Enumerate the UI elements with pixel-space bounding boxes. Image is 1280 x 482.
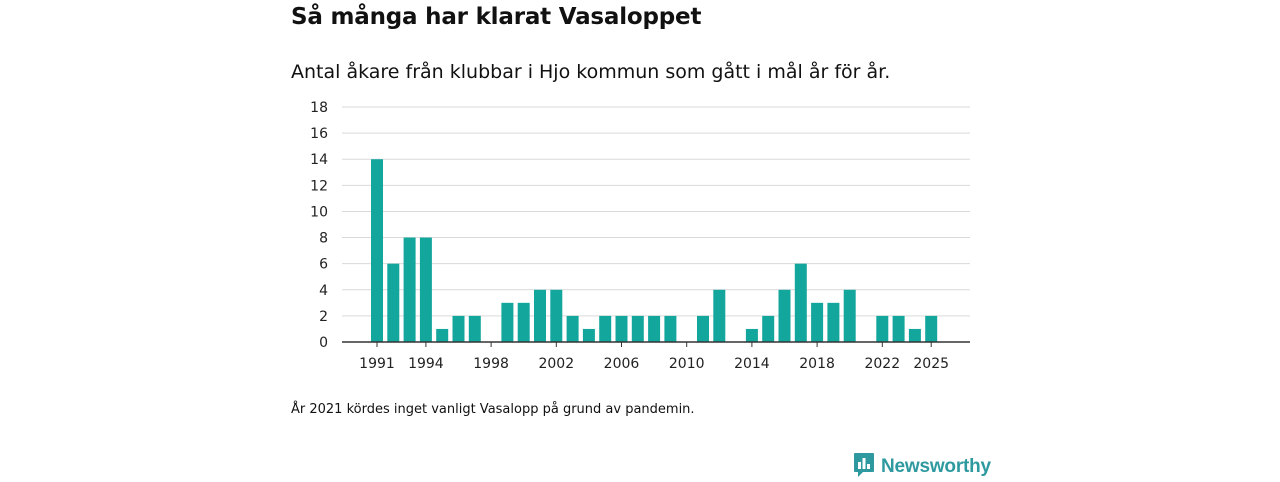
chart-title: Så många har klarat Vasaloppet: [291, 4, 702, 30]
x-tick-label: 2018: [799, 356, 835, 372]
y-tick-label: 0: [319, 335, 328, 351]
y-tick-label: 8: [319, 231, 328, 247]
bar-2025: [925, 315, 938, 342]
bar-2001: [534, 289, 546, 342]
x-tick-label: 2022: [864, 356, 900, 372]
bar-2002: [550, 289, 563, 342]
y-tick-label: 12: [310, 178, 328, 194]
bar-1996: [452, 315, 465, 342]
y-tick-label: 6: [319, 257, 328, 273]
x-tick-label: 2010: [669, 356, 705, 372]
bar-2020: [843, 289, 856, 342]
x-tick-label: 2006: [604, 356, 640, 372]
bar-2009: [664, 315, 677, 342]
bar-1991: [371, 159, 383, 342]
bar-1993: [403, 237, 416, 342]
brand-logo[interactable]: Newsworthy: [853, 452, 991, 482]
bar-2019: [827, 302, 840, 342]
bar-2012: [713, 289, 726, 342]
bar-chart: 0 2 4 6 8 10 12 14 16 18 1991 1994 1998 2002 2006 2010…: [310, 100, 970, 372]
bar-1992: [387, 263, 400, 342]
y-tick-label: 16: [310, 126, 328, 142]
bar-2004: [582, 328, 595, 342]
bar-2005: [599, 315, 612, 342]
bar-1994: [419, 237, 432, 342]
y-tick-label: 4: [319, 283, 328, 299]
bar-2006: [615, 315, 628, 342]
bar-2018: [811, 302, 824, 342]
x-tick-label: 2014: [734, 356, 770, 372]
bar-2024: [908, 328, 921, 342]
x-tick-label: 1998: [473, 356, 509, 372]
bar-2007: [631, 315, 644, 342]
y-tick-label: 14: [310, 152, 328, 168]
y-tick-label: 10: [310, 204, 328, 220]
brand-name: Newsworthy: [881, 456, 991, 477]
x-tick-label: 1991: [359, 356, 395, 372]
bar-2023: [892, 315, 905, 342]
bar-2011: [697, 315, 709, 342]
y-tick-label: 18: [310, 100, 328, 116]
y-axis-ticks: 0 2 4 6 8 10 12 14 16 18: [310, 100, 328, 351]
x-axis-ticks: 1991 1994 1998 2002 2006 2010 2014 2018 2022 2025: [359, 342, 949, 372]
bar-2016: [778, 289, 791, 342]
bar-1999: [501, 302, 514, 342]
bars: [371, 159, 938, 342]
footnote: År 2021 kördes inget vanligt Vasalopp på…: [291, 402, 695, 417]
chart-subtitle: Antal åkare från klubbar i Hjo kommun so…: [291, 61, 891, 83]
x-tick-label: 1994: [408, 356, 444, 372]
bar-2000: [517, 302, 530, 342]
y-tick-label: 2: [319, 309, 328, 325]
x-tick-label: 2025: [913, 356, 949, 372]
bar-2022: [876, 315, 889, 342]
bar-2017: [794, 263, 807, 342]
bar-2014: [745, 328, 758, 342]
x-tick-label: 2002: [538, 356, 574, 372]
bar-1995: [436, 328, 449, 342]
bar-2015: [762, 315, 775, 342]
gridlines: [342, 106, 970, 317]
bar-2003: [566, 315, 579, 342]
bar-1997: [468, 315, 481, 342]
newsworthy-icon: [853, 452, 875, 482]
bar-2008: [648, 315, 661, 342]
